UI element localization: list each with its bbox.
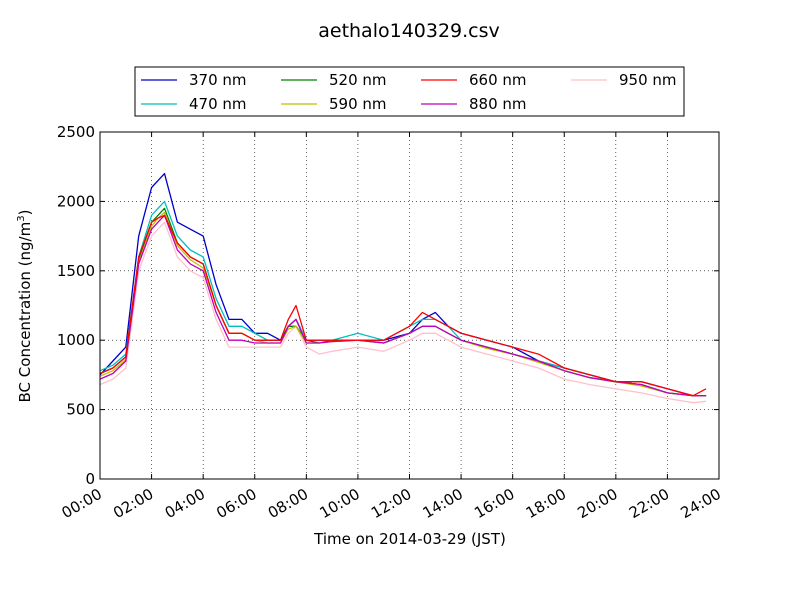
tick-marks [99, 131, 720, 480]
legend-label: 590 nm [329, 95, 387, 113]
x-tick-label: 14:00 [420, 485, 466, 522]
x-tick-label: 02:00 [110, 485, 156, 522]
legend-label: 950 nm [619, 71, 677, 89]
x-tick-label: 10:00 [316, 485, 362, 522]
series-line-950-nm [99, 221, 707, 404]
y-axis-label-close: ) [16, 210, 34, 216]
x-axis-label: Time on 2014-03-29 (JST) [313, 530, 506, 548]
x-tick-label: 00:00 [59, 485, 105, 522]
x-tick-label: 12:00 [368, 485, 414, 522]
plot-background [100, 132, 719, 479]
x-tick-labels: 00:00 02:00 04:00 06:00 08:00 10:00 12:00 14:00… [59, 485, 724, 522]
legend-label: 520 nm [329, 71, 387, 89]
y-tick-labels: 0 500 1000 1500 2000 2500 [57, 123, 95, 488]
legend-items: 370 nm 470 nm 520 nm 590 nm 660 nm 880 nm 950 … [141, 71, 677, 113]
series-line-660-nm [99, 214, 707, 397]
y-tick-label: 1000 [57, 331, 95, 349]
y-tick-label: 2500 [57, 123, 95, 141]
plot-area [99, 131, 720, 480]
x-tick-label: 18:00 [523, 485, 569, 522]
legend-box [134, 66, 685, 117]
legend: 370 nm 470 nm 520 nm 590 nm 660 nm 880 nm 950 … [134, 66, 685, 117]
legend-label: 370 nm [189, 71, 247, 89]
y-tick-label: 0 [85, 470, 95, 488]
chart-title: aethalo140329.csv [318, 20, 500, 42]
y-axis-label-superscript: 3 [16, 215, 27, 221]
y-axis-label-main: BC Concentration (ng/m [16, 222, 34, 403]
x-tick-label: 24:00 [678, 485, 724, 522]
x-tick-label: 08:00 [265, 485, 311, 522]
x-tick-label: 16:00 [471, 485, 517, 522]
legend-label: 880 nm [469, 95, 527, 113]
legend-label: 470 nm [189, 95, 247, 113]
x-tick-label: 22:00 [626, 485, 672, 522]
x-tick-label: 04:00 [162, 485, 208, 522]
x-tick-label: 06:00 [213, 485, 259, 522]
series-lines [99, 172, 707, 404]
y-axis-label: BC Concentration (ng/m3) [16, 210, 34, 403]
x-tick-label: 20:00 [574, 485, 620, 522]
y-tick-label: 2000 [57, 192, 95, 210]
y-tick-label: 500 [66, 401, 95, 419]
y-tick-label: 1500 [57, 262, 95, 280]
legend-label: 660 nm [469, 71, 527, 89]
